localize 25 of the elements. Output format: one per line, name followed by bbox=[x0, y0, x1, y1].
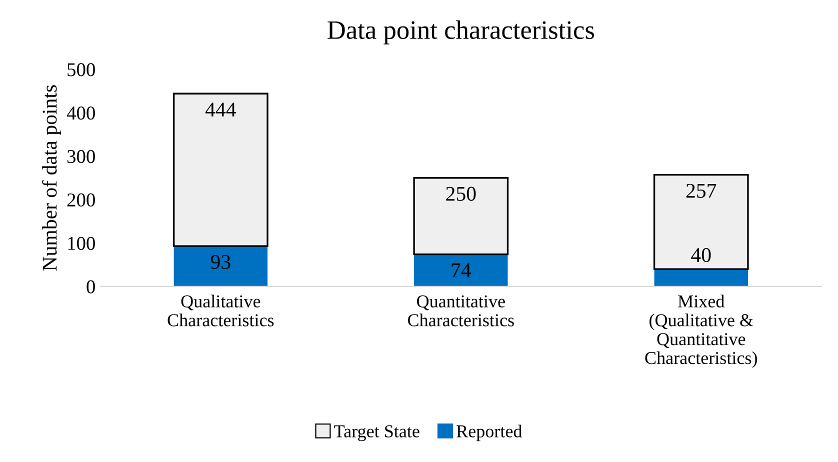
bar bbox=[413, 177, 509, 256]
x-tick-label: Mixed (Qualitative & Quantitative Characteristics) bbox=[645, 294, 757, 368]
y-tick-label: 200 bbox=[67, 193, 95, 207]
bar bbox=[654, 269, 748, 286]
bar bbox=[172, 92, 268, 247]
x-tick-label: Qualitative Characteristics bbox=[168, 294, 274, 326]
data-label: 93 bbox=[210, 255, 230, 270]
total-label: 257 bbox=[686, 184, 716, 198]
y-tick-label: 0 bbox=[86, 280, 95, 294]
bar bbox=[174, 246, 268, 286]
data-label: 40 bbox=[691, 248, 711, 262]
legend-label: Target State bbox=[334, 425, 420, 442]
y-axis-title: Number of data points bbox=[42, 85, 61, 271]
legend-label: Reported bbox=[456, 424, 522, 442]
bar bbox=[414, 254, 508, 286]
y-tick-label: 500 bbox=[68, 63, 95, 76]
data-label: 74 bbox=[452, 263, 471, 278]
y-tick-label: 400 bbox=[66, 106, 95, 120]
x-tick-label: Quantitative Characteristics bbox=[408, 295, 514, 326]
y-tick-label: 100 bbox=[68, 236, 95, 250]
bar bbox=[653, 174, 749, 270]
total-label: 250 bbox=[446, 186, 476, 201]
y-tick-label: 300 bbox=[67, 150, 95, 164]
total-label: 444 bbox=[205, 102, 236, 116]
chart-title: Data point characteristics bbox=[328, 20, 594, 44]
